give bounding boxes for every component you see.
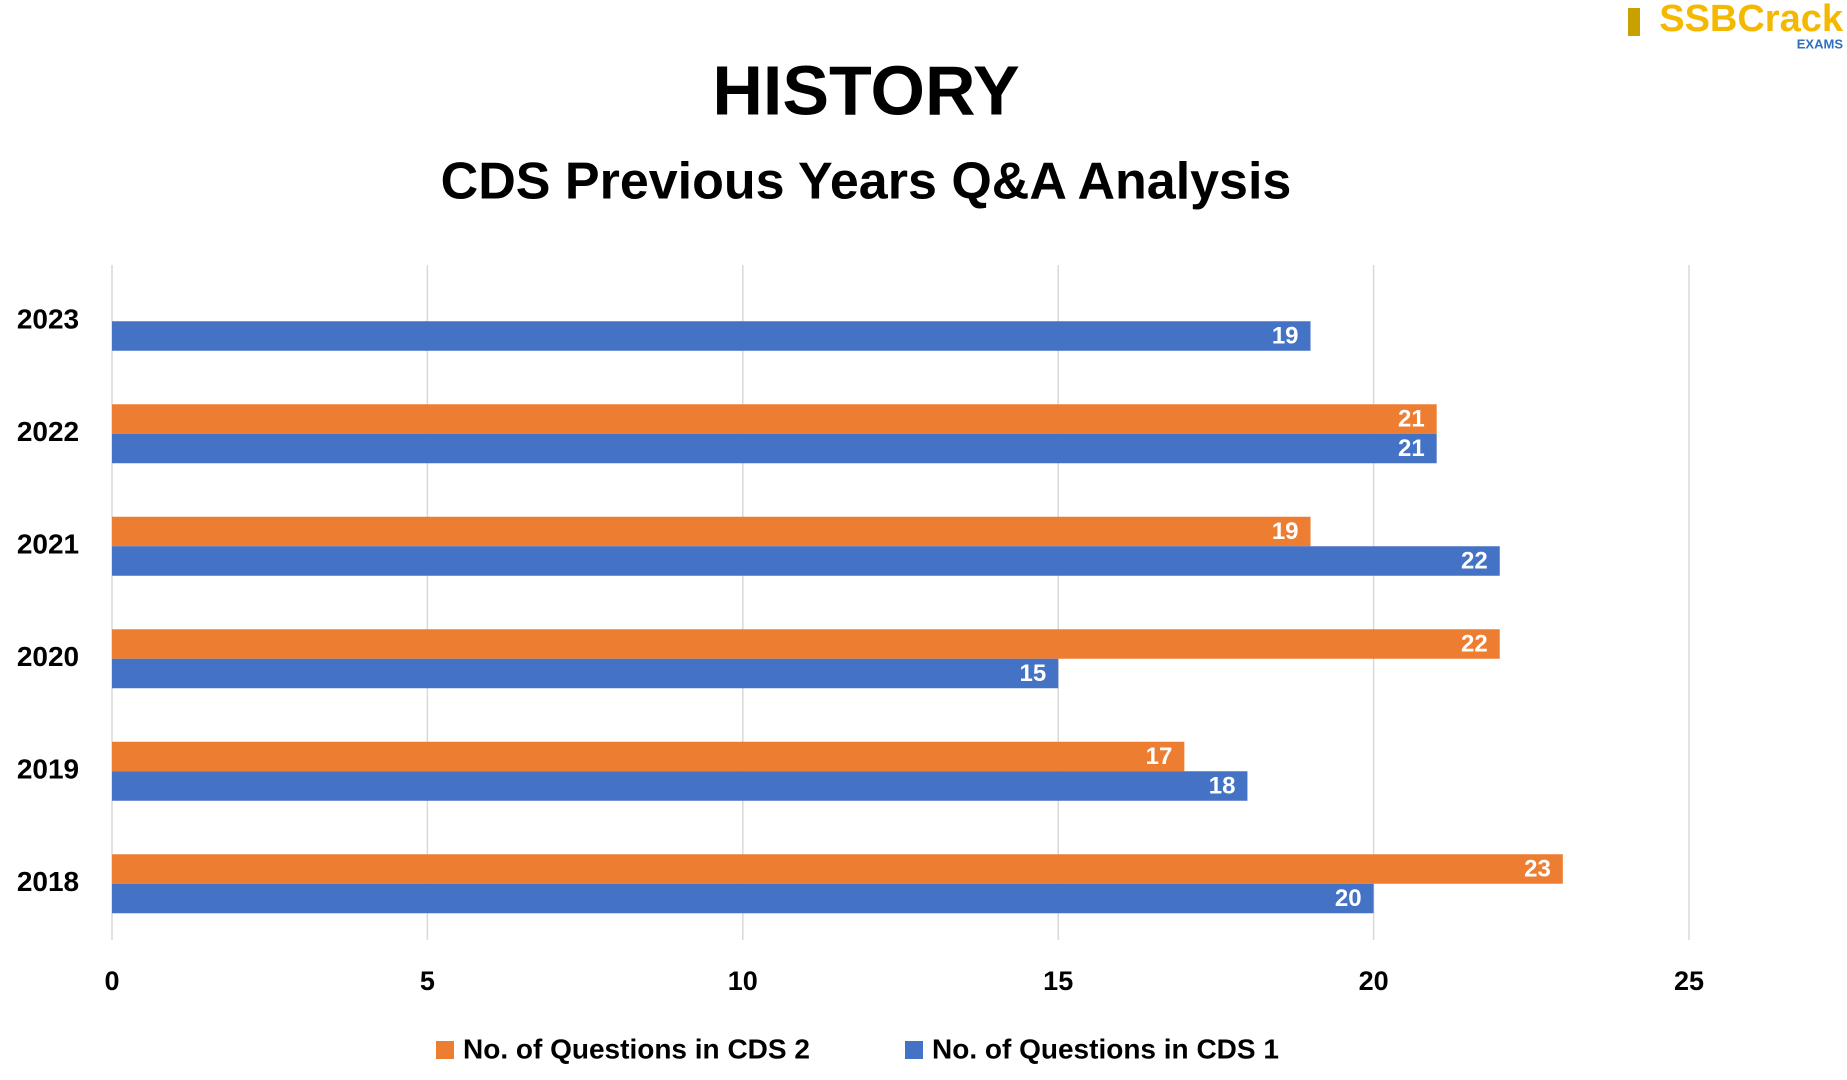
legend-label: No. of Questions in CDS 2 <box>463 1033 810 1064</box>
y-tick-label: 2022 <box>17 416 79 447</box>
chart-title: HISTORY <box>712 51 1019 129</box>
bar <box>112 883 1374 914</box>
y-tick-label: 2019 <box>17 754 79 785</box>
data-label: 17 <box>1146 743 1173 770</box>
y-tick-label: 2021 <box>17 529 79 560</box>
x-tick-label: 25 <box>1674 966 1704 996</box>
bar <box>112 433 1437 464</box>
data-label: 19 <box>1272 322 1299 349</box>
bar <box>112 771 1248 801</box>
chart-subtitle: CDS Previous Years Q&A Analysis <box>441 153 1292 211</box>
x-tick-label: 20 <box>1359 966 1389 996</box>
x-tick-label: 5 <box>420 966 435 996</box>
data-label: 21 <box>1398 405 1425 432</box>
bar <box>112 546 1500 576</box>
data-label: 21 <box>1398 435 1425 462</box>
y-tick-label: 2020 <box>17 641 79 672</box>
legend-label: No. of Questions in CDS 1 <box>932 1033 1279 1064</box>
x-tick-label: 0 <box>104 966 119 996</box>
bar <box>112 321 1311 351</box>
bar <box>112 658 1059 689</box>
logo-brand: SSBCrack <box>1659 0 1844 40</box>
bar <box>112 629 1500 659</box>
logo-sub: EXAMS <box>1797 36 1844 51</box>
data-label: 15 <box>1019 660 1046 687</box>
bar <box>112 404 1437 434</box>
logo: SSBCrack EXAMS <box>1628 0 1844 51</box>
bar <box>112 854 1563 884</box>
data-label: 22 <box>1461 547 1488 574</box>
legend-swatch <box>905 1041 923 1059</box>
data-label: 22 <box>1461 630 1488 657</box>
data-label: 23 <box>1524 855 1551 882</box>
bar <box>112 741 1185 772</box>
x-tick-label: 15 <box>1043 966 1073 996</box>
data-label: 19 <box>1272 518 1299 545</box>
x-tick-label: 10 <box>728 966 758 996</box>
data-label: 20 <box>1335 885 1362 912</box>
y-tick-label: 2018 <box>17 866 79 897</box>
y-tick-label: 2023 <box>17 304 79 335</box>
logo-icon <box>1628 8 1640 36</box>
data-label: 18 <box>1209 772 1236 799</box>
bar <box>112 516 1311 547</box>
legend-swatch <box>436 1041 454 1059</box>
